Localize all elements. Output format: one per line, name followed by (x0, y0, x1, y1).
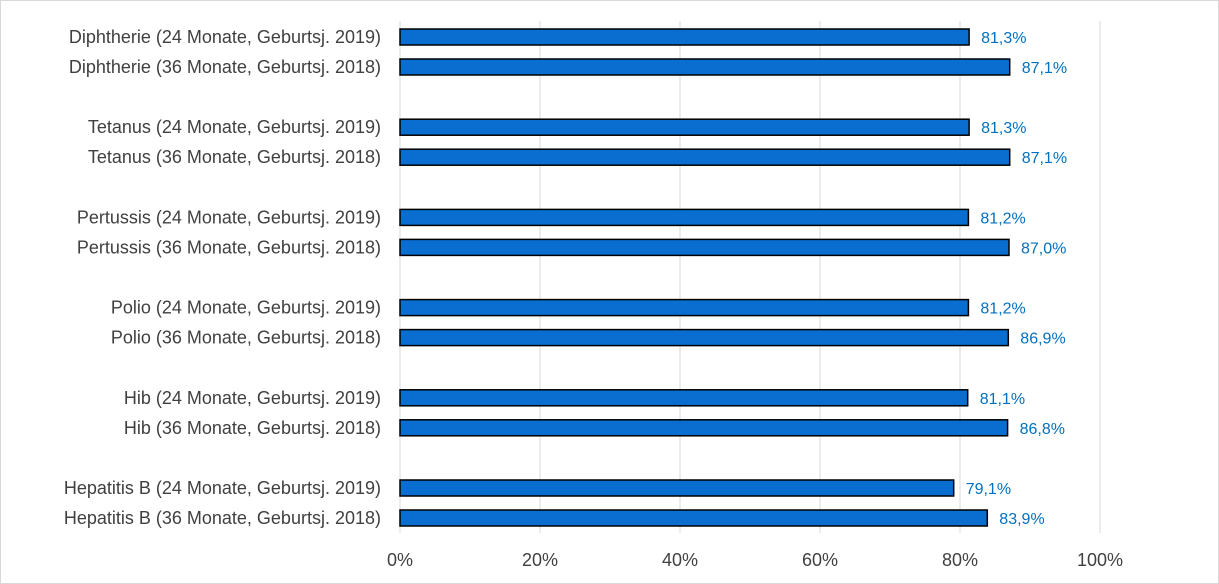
bar (399, 208, 970, 227)
bar (399, 328, 1010, 347)
category-label: Hepatitis B (36 Monate, Geburtsj. 2018) (64, 508, 381, 528)
category-label: Pertussis (24 Monate, Geburtsj. 2019) (77, 207, 381, 227)
category-label: Pertussis (36 Monate, Geburtsj. 2018) (77, 237, 381, 257)
bar (399, 419, 1009, 437)
x-tick-label: 0% (387, 550, 413, 570)
data-label: 86,8% (1020, 421, 1065, 438)
x-axis-tick-labels: 0% 20% 40% 60% 80% 100% (387, 550, 1123, 570)
data-label: 87,0% (1021, 240, 1066, 257)
x-tick-label: 60% (802, 550, 838, 570)
bar (399, 148, 1011, 166)
bar (399, 28, 970, 46)
data-label: 86,9% (1020, 331, 1065, 348)
category-label: Diphtherie (36 Monate, Geburtsj. 2018) (69, 57, 381, 77)
data-labels: 81,3% 87,1% 81,3% 87,1% 81,2% 87,0% 81,2% 86,9%… (966, 30, 1067, 528)
category-label: Polio (24 Monate, Geburtsj. 2019) (111, 298, 381, 318)
bar (399, 479, 955, 497)
category-label: Tetanus (36 Monate, Geburtsj. 2018) (88, 147, 381, 167)
bar (399, 298, 970, 317)
data-label: 81,2% (980, 210, 1025, 227)
x-tick-label: 40% (662, 550, 698, 570)
x-tick-label: 100% (1077, 550, 1123, 570)
data-label: 87,1% (1022, 60, 1067, 77)
category-label: Hib (24 Monate, Geburtsj. 2019) (124, 388, 381, 408)
category-label: Polio (36 Monate, Geburtsj. 2018) (111, 328, 381, 348)
data-label: 81,2% (980, 301, 1025, 318)
bar (399, 58, 1011, 76)
category-labels: Diphtherie (24 Monate, Geburtsj. 2019) Di… (64, 27, 381, 528)
bar (399, 238, 1010, 257)
category-label: Hib (36 Monate, Geburtsj. 2018) (124, 418, 381, 438)
category-label: Diphtherie (24 Monate, Geburtsj. 2019) (69, 27, 381, 47)
data-label: 83,9% (999, 511, 1044, 528)
data-label: 79,1% (966, 481, 1011, 498)
category-label: Hepatitis B (24 Monate, Geburtsj. 2019) (64, 478, 381, 498)
x-tick-label: 80% (942, 550, 978, 570)
gridlines (399, 21, 1101, 533)
data-label: 81,1% (980, 391, 1025, 408)
x-tick-label: 20% (522, 550, 558, 570)
bar (399, 389, 969, 407)
category-label: Tetanus (24 Monate, Geburtsj. 2019) (88, 117, 381, 137)
data-label: 81,3% (981, 30, 1026, 47)
bar (399, 118, 970, 136)
data-label: 87,1% (1022, 150, 1067, 167)
bars (399, 28, 1011, 527)
bar (399, 509, 989, 527)
data-label: 81,3% (981, 120, 1026, 137)
